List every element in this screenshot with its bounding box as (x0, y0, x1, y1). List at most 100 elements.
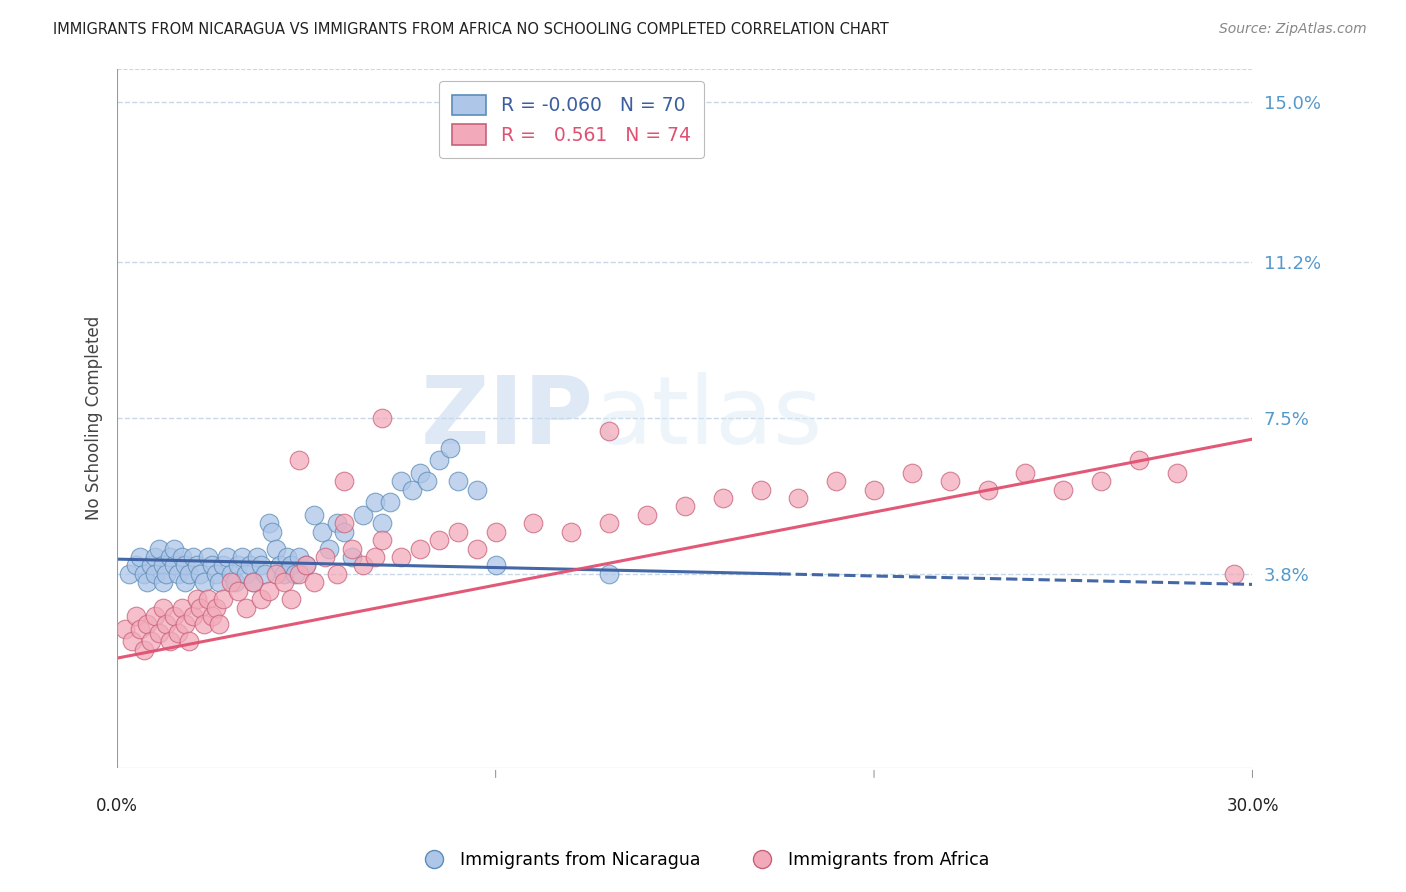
Point (1014, 466, 1036, 480)
Point (273, 575, 295, 590)
Point (1090, 474, 1112, 488)
Point (598, 516, 620, 531)
Text: IMMIGRANTS FROM NICARAGUA VS IMMIGRANTS FROM AFRICA NO SCHOOLING COMPLETED CORRE: IMMIGRANTS FROM NICARAGUA VS IMMIGRANTS … (53, 22, 889, 37)
Point (177, 634, 200, 648)
Point (143, 549, 166, 564)
Point (598, 424, 620, 438)
Point (295, 558, 318, 573)
Point (143, 609, 166, 624)
Point (201, 609, 224, 624)
Point (163, 541, 186, 556)
Point (193, 617, 215, 632)
Point (416, 474, 439, 488)
Point (155, 566, 177, 581)
Point (560, 524, 582, 539)
Point (825, 474, 848, 488)
Point (264, 541, 287, 556)
Point (152, 600, 174, 615)
Point (427, 533, 450, 548)
Point (148, 541, 170, 556)
Point (636, 508, 658, 522)
Point (378, 495, 401, 509)
Point (269, 558, 291, 573)
Point (159, 634, 181, 648)
Point (235, 600, 257, 615)
Point (427, 453, 450, 467)
Point (340, 549, 363, 564)
Point (302, 575, 325, 590)
Point (401, 483, 423, 497)
Point (333, 524, 356, 539)
Point (484, 524, 506, 539)
Point (163, 558, 186, 573)
Point (302, 508, 325, 522)
Point (201, 558, 224, 573)
Point (325, 516, 347, 531)
Point (409, 541, 432, 556)
Point (1222, 566, 1244, 581)
Point (447, 524, 470, 539)
Point (215, 549, 238, 564)
Point (389, 549, 412, 564)
Point (231, 549, 253, 564)
Point (125, 609, 148, 624)
Text: atlas: atlas (593, 372, 823, 464)
Point (136, 617, 159, 632)
Point (242, 575, 264, 590)
Point (226, 583, 249, 598)
Point (311, 524, 333, 539)
Point (152, 558, 174, 573)
Point (152, 575, 174, 590)
Point (174, 558, 197, 573)
Point (125, 558, 148, 573)
Text: 30.0%: 30.0% (1226, 797, 1278, 815)
Point (288, 549, 311, 564)
Point (224, 575, 246, 590)
Point (264, 566, 287, 581)
Point (128, 549, 150, 564)
Point (257, 583, 280, 598)
Point (465, 541, 488, 556)
Point (484, 558, 506, 573)
Point (181, 609, 204, 624)
Text: ZIP: ZIP (422, 372, 593, 464)
Point (166, 566, 188, 581)
Point (288, 453, 311, 467)
Point (148, 625, 170, 640)
Point (250, 592, 273, 607)
Point (363, 549, 385, 564)
Point (325, 566, 347, 581)
Point (246, 549, 269, 564)
Point (257, 516, 280, 531)
Point (250, 558, 273, 573)
Point (409, 466, 432, 480)
Point (901, 466, 924, 480)
Point (159, 549, 181, 564)
Point (128, 622, 150, 636)
Point (212, 558, 235, 573)
Point (136, 575, 159, 590)
Point (598, 566, 620, 581)
Point (132, 566, 155, 581)
Point (371, 411, 394, 425)
Point (186, 592, 208, 607)
Point (121, 634, 143, 648)
Point (219, 566, 242, 581)
Point (235, 566, 257, 581)
Point (1128, 453, 1150, 467)
Point (193, 575, 215, 590)
Point (465, 483, 488, 497)
Legend: R = -0.060   N = 70, R =   0.561   N = 74: R = -0.060 N = 70, R = 0.561 N = 74 (439, 81, 704, 158)
Point (863, 483, 886, 497)
Point (340, 541, 363, 556)
Legend: Immigrants from Nicaragua, Immigrants from Africa: Immigrants from Nicaragua, Immigrants fr… (411, 845, 995, 876)
Point (1166, 466, 1188, 480)
Point (371, 516, 394, 531)
Point (204, 566, 226, 581)
Point (190, 600, 212, 615)
Point (166, 625, 188, 640)
Point (204, 600, 226, 615)
Point (163, 609, 186, 624)
Point (288, 566, 311, 581)
Point (447, 474, 470, 488)
